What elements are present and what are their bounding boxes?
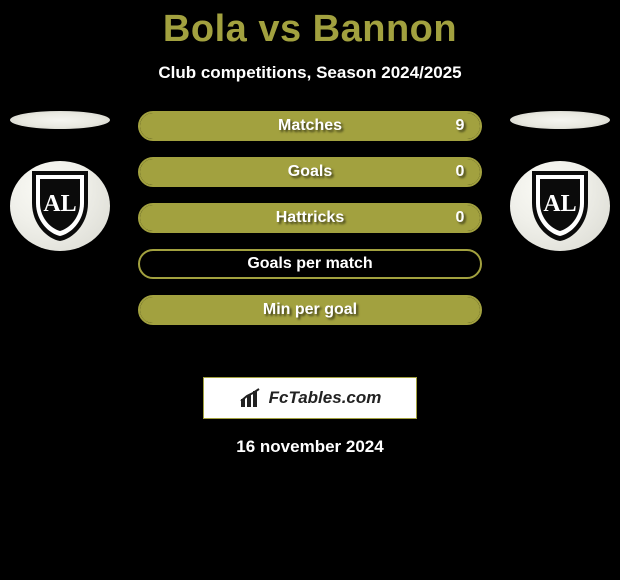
stat-label: Goals per match bbox=[180, 255, 440, 273]
stat-right-value: 9 bbox=[440, 117, 480, 135]
stat-row-goals: Goals 0 bbox=[138, 157, 482, 187]
page-title: Bola vs Bannon bbox=[0, 0, 620, 51]
stat-row-hattricks: Hattricks 0 bbox=[138, 203, 482, 233]
player-left-ellipse bbox=[10, 111, 110, 129]
stat-rows: Matches 9 Goals 0 Hattricks 0 Goals per … bbox=[138, 111, 482, 341]
player-left: AL bbox=[10, 111, 110, 251]
stat-label: Min per goal bbox=[180, 301, 440, 319]
subtitle: Club competitions, Season 2024/2025 bbox=[0, 63, 620, 83]
brand-text: FcTables.com bbox=[269, 388, 382, 408]
stat-label: Hattricks bbox=[180, 209, 440, 227]
stat-right-value: 0 bbox=[440, 209, 480, 227]
player-right-ellipse bbox=[510, 111, 610, 129]
badge-letters-left: AL bbox=[43, 191, 76, 217]
date-text: 16 november 2024 bbox=[0, 437, 620, 457]
stat-row-matches: Matches 9 bbox=[138, 111, 482, 141]
bar-chart-icon bbox=[239, 387, 263, 409]
club-badge-icon: AL bbox=[28, 169, 92, 243]
stat-label: Goals bbox=[180, 163, 440, 181]
badge-letters-right: AL bbox=[543, 191, 576, 217]
player-right: AL bbox=[510, 111, 610, 251]
stat-row-goals-per-match: Goals per match bbox=[138, 249, 482, 279]
stat-right-value: 0 bbox=[440, 163, 480, 181]
club-badge-icon: AL bbox=[528, 169, 592, 243]
stat-label: Matches bbox=[180, 117, 440, 135]
player-right-badge: AL bbox=[510, 161, 610, 251]
stat-row-min-per-goal: Min per goal bbox=[138, 295, 482, 325]
player-left-badge: AL bbox=[10, 161, 110, 251]
brand-box[interactable]: FcTables.com bbox=[203, 377, 417, 419]
content-area: AL AL Matches 9 bbox=[0, 111, 620, 371]
comparison-card: Bola vs Bannon Club competitions, Season… bbox=[0, 0, 620, 580]
